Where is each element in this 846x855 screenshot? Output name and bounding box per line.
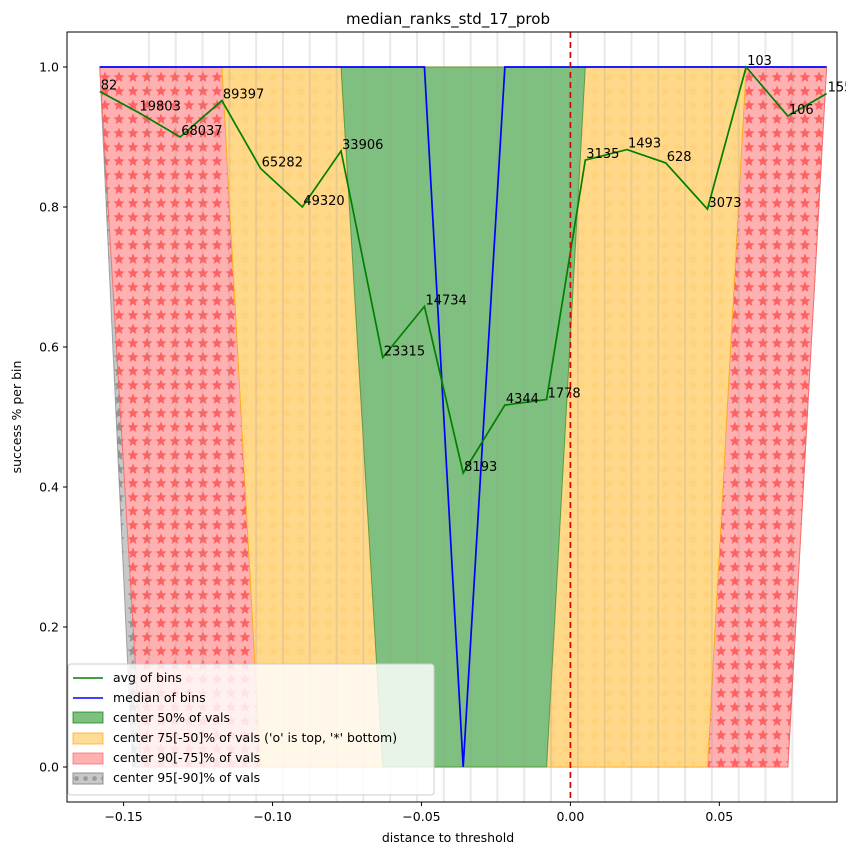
bin-count-label: 628 — [667, 150, 692, 165]
x-tick-label: −0.15 — [104, 809, 142, 824]
x-tick-label: 0.05 — [705, 809, 733, 824]
bin-count-label: 33906 — [342, 138, 383, 153]
y-axis-title: success % per bin — [9, 361, 24, 474]
legend-center95-label: center 95[-90]% of vals — [113, 770, 260, 785]
bin-count-label: 65282 — [262, 156, 303, 171]
bin-count-label: 14734 — [425, 293, 466, 308]
bin-count-label: 19803 — [139, 100, 180, 115]
x-tick-label: −0.05 — [402, 809, 440, 824]
legend: avg of bins median of bins center 50% of… — [67, 663, 435, 796]
legend-center50-label: center 50% of vals — [113, 710, 230, 725]
y-tick-label: 0.2 — [39, 620, 59, 635]
y-tick-label: 1.0 — [39, 60, 59, 75]
bin-count-label: 8193 — [464, 460, 497, 475]
bin-count-label: 106 — [789, 103, 814, 118]
bin-count-label: 49320 — [303, 194, 344, 209]
chart-title: median_ranks_std_17_prob — [346, 10, 550, 29]
avg-line — [99, 65, 828, 476]
x-axis-ticks: −0.15 −0.10 −0.05 0.00 0.05 — [104, 802, 733, 824]
legend-center90-label: center 90[-75]% of vals — [113, 750, 260, 765]
bin-count-label: 4344 — [506, 392, 539, 407]
band-4 — [340, 66, 586, 768]
median-series — [99, 66, 827, 768]
legend-median-label: median of bins — [113, 690, 206, 705]
bin-count-label: 1778 — [548, 387, 581, 402]
y-tick-label: 0.8 — [39, 200, 59, 215]
legend-center50-swatch — [72, 711, 104, 724]
x-tick-label: 0.00 — [556, 809, 584, 824]
plot-frame — [66, 31, 838, 803]
y-tick-label: 0.6 — [39, 340, 59, 355]
bin-count-label: 89397 — [223, 88, 264, 103]
legend-center95-swatch-pattern — [73, 773, 103, 784]
x-axis-title: distance to threshold — [382, 830, 514, 845]
bin-count-label: 103 — [747, 54, 772, 69]
y-tick-label: 0.4 — [39, 480, 59, 495]
avg-series — [99, 65, 828, 476]
legend-center75-label: center 75[-50]% of vals ('o' is top, '*'… — [113, 730, 397, 745]
legend-frame — [67, 663, 435, 796]
legend-center90-swatch — [72, 752, 104, 765]
bin-count-label: 82 — [101, 79, 118, 94]
bin-count-label: 68037 — [181, 124, 222, 139]
legend-center75-swatch — [72, 732, 104, 745]
legend-avg-label: avg of bins — [113, 670, 182, 685]
bin-count-label: 1493 — [628, 137, 661, 152]
median-line — [99, 66, 827, 768]
bin-count-label: 3135 — [586, 147, 619, 162]
y-tick-label: 0.0 — [39, 760, 59, 775]
y-axis-ticks: 0.0 0.2 0.4 0.6 0.8 1.0 — [39, 60, 67, 775]
bin-count-label: 23315 — [384, 345, 425, 360]
bin-count-label: 3073 — [708, 196, 741, 211]
x-tick-label: −0.10 — [253, 809, 291, 824]
